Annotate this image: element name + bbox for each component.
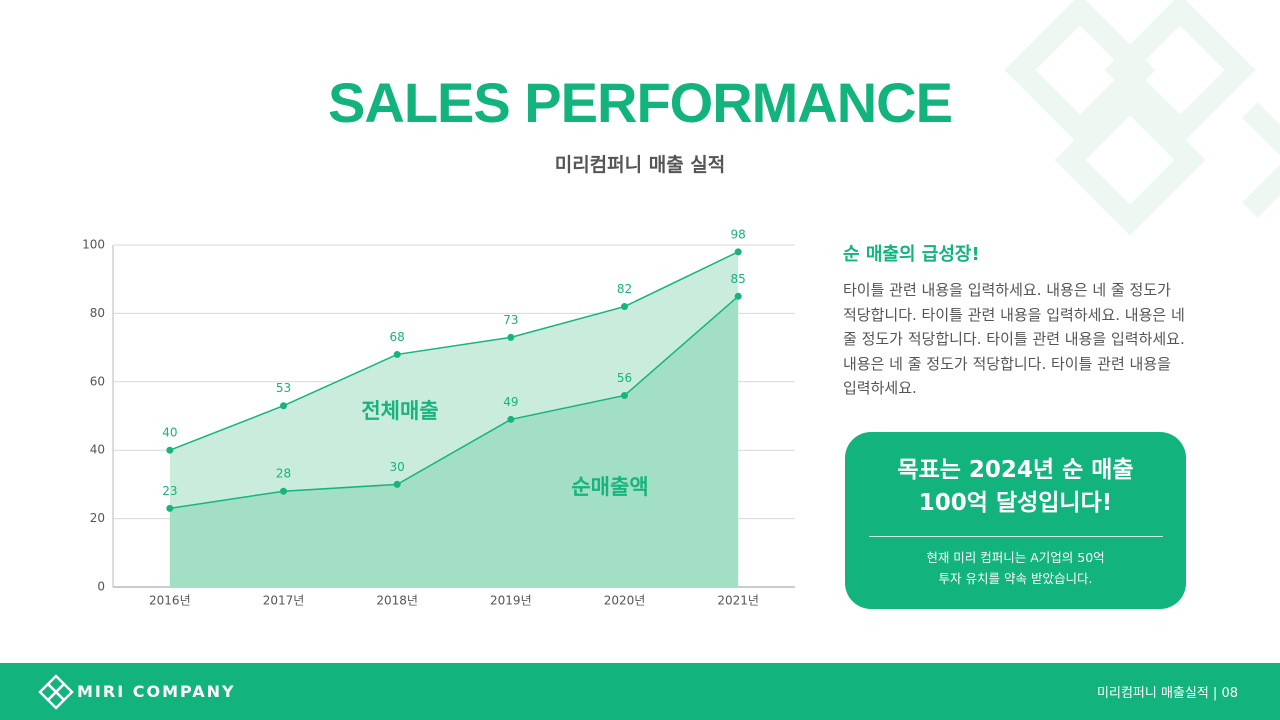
logo-icon — [38, 674, 74, 710]
goal-box: 목표는 2024년 순 매출 100억 달성입니다! 현재 미리 컴퍼니는 A기… — [845, 432, 1186, 609]
point — [734, 292, 742, 300]
chart: 0 20 40 60 80 100 2016년 2017년 2018년 2019년 2020년 202… — [82, 227, 795, 608]
point — [280, 487, 287, 495]
value-label: 30 — [390, 460, 405, 474]
brand: MIRI COMPANY — [77, 682, 236, 701]
goal-line: 목표는 2024년 순 매출 — [897, 457, 1134, 483]
point — [280, 402, 287, 410]
line — [169, 295, 739, 510]
value-label: 40 — [162, 426, 177, 440]
title: SALES PERFORMANCE — [328, 71, 953, 134]
point — [621, 391, 628, 399]
decoration — [1004, 0, 1280, 236]
point — [621, 303, 628, 311]
value-label: 82 — [617, 282, 632, 296]
x-tick-label: 2019년 — [490, 594, 532, 608]
note-line: 현재 미리 컴퍼니는 A기업의 50억 — [926, 550, 1105, 565]
panel-body: 타이틀 관련 내용을 입력하세요. 내용은 네 줄 정도가 적당합니다. 타이틀… — [843, 281, 1185, 397]
y-tick-label: 0 — [97, 580, 105, 594]
x-tick-label: 2017년 — [263, 594, 305, 608]
divider — [868, 536, 1163, 537]
y-tick-label: 20 — [90, 511, 105, 525]
point — [393, 350, 401, 358]
point — [734, 248, 742, 256]
x-tick-label: 2021년 — [717, 594, 759, 608]
panel-heading: 순 매출의 급성장! — [843, 244, 980, 265]
value-label: 98 — [731, 227, 746, 241]
y-tick-label: 100 — [82, 238, 105, 252]
point — [393, 480, 401, 488]
value-label: 56 — [617, 371, 632, 385]
series-label: 전체매출 — [361, 399, 438, 423]
value-label: 73 — [503, 313, 518, 327]
value-label: 23 — [162, 484, 177, 498]
y-tick-label: 60 — [90, 374, 105, 388]
subtitle: 미리컴퍼니 매출 실적 — [554, 154, 726, 176]
line — [169, 251, 739, 451]
y-tick-label: 80 — [90, 306, 105, 320]
point — [166, 446, 174, 454]
page-label: 미리컴퍼니 매출실적 | 08 — [1097, 686, 1238, 701]
value-label: 28 — [276, 467, 291, 481]
footer: MIRI COMPANY 미리컴퍼니 매출실적 | 08 — [0, 663, 1280, 720]
x-tick-label: 2018년 — [376, 594, 418, 608]
y-tick-label: 40 — [90, 443, 105, 457]
value-label: 85 — [731, 272, 746, 286]
point — [507, 333, 515, 341]
note-line: 투자 유치를 약속 받았습니다. — [938, 571, 1093, 586]
x-tick-label: 2020년 — [604, 594, 646, 608]
series-label: 순매출액 — [571, 475, 648, 499]
x-tick-label: 2016년 — [149, 594, 191, 608]
value-label: 49 — [503, 395, 518, 409]
value-label: 53 — [276, 381, 291, 395]
area — [169, 296, 739, 587]
goal-line: 100억 달성입니다! — [918, 490, 1113, 516]
point — [166, 504, 174, 512]
value-label: 68 — [390, 330, 405, 344]
point — [507, 415, 515, 423]
